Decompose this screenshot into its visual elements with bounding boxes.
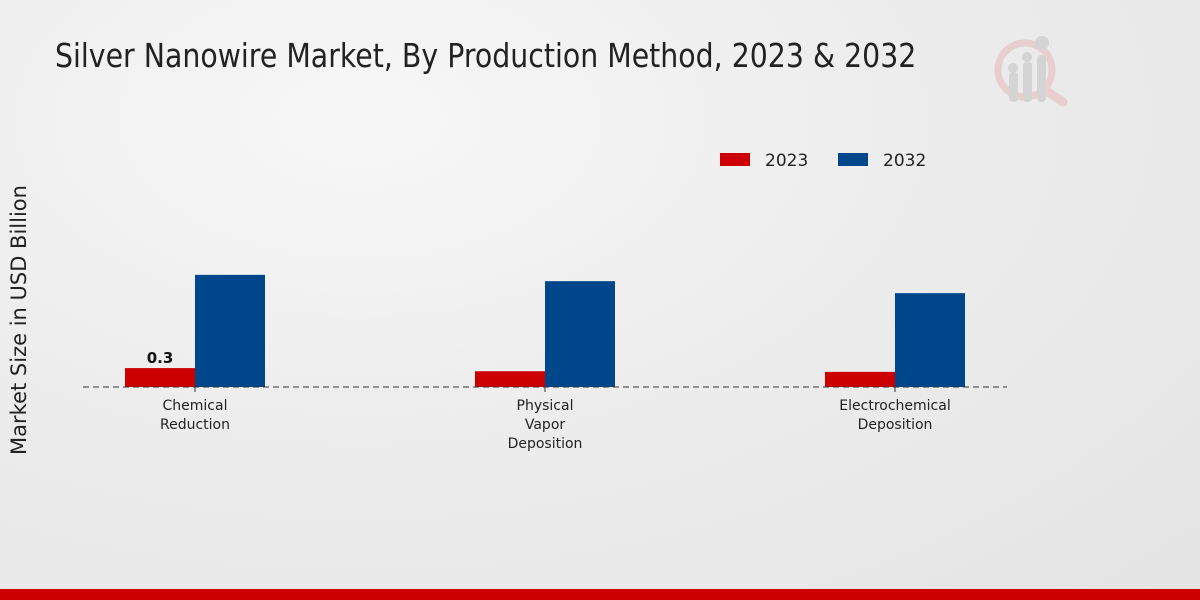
logo-icon [994,36,1068,107]
x-tick-label: Vapor [525,417,566,433]
bar-2032-1 [545,281,615,387]
legend-swatch-2023 [720,153,750,166]
x-tick-label: Electrochemical [839,398,950,414]
bar-2032-0 [195,274,265,387]
chart-title: Silver Nanowire Market, By Production Me… [55,36,917,75]
y-axis-label: Market Size in USD Billion [7,185,31,455]
x-tick-label: Chemical [163,398,228,414]
bar-2023-1 [475,371,545,387]
legend-label-2032: 2032 [883,151,926,171]
bar-2023-0 [125,368,195,387]
bar-2032-2 [895,293,965,387]
x-tick-label: Physical [517,398,574,414]
legend-label-2023: 2023 [765,151,808,171]
footer-bar [0,589,1200,600]
bar-2023-2 [825,371,895,387]
legend-swatch-2032 [838,153,868,166]
x-tick-label: Deposition [508,436,583,452]
x-tick-label: Deposition [858,417,933,433]
data-label: 0.3 [147,349,174,367]
x-tick-label: Reduction [160,417,230,433]
